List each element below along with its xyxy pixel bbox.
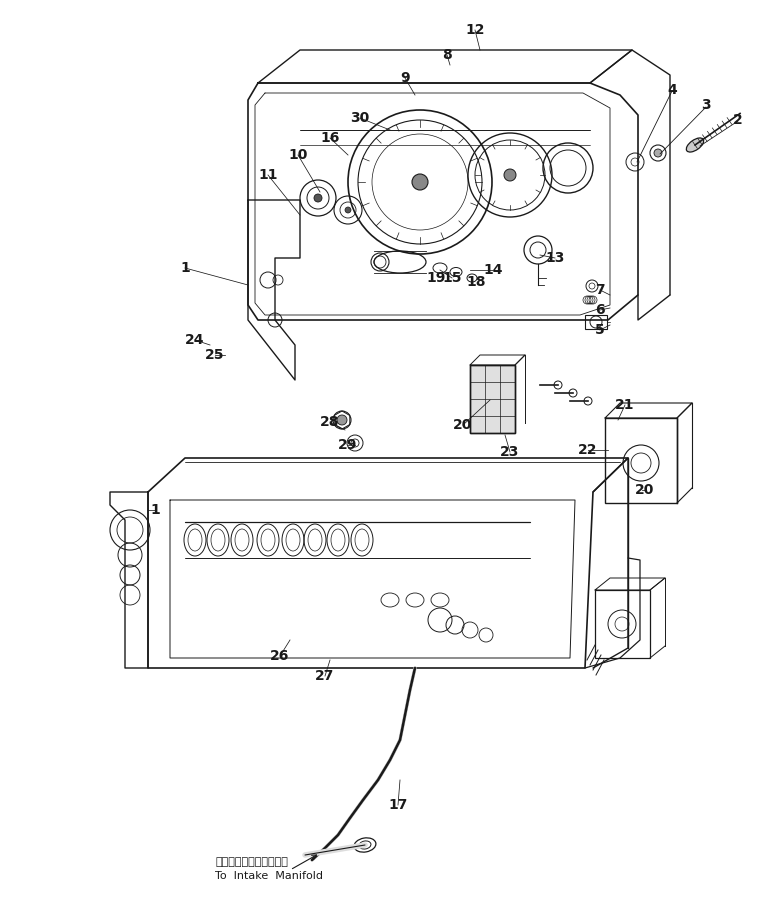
Text: 1: 1 [180, 261, 190, 275]
Text: 20: 20 [453, 418, 473, 432]
Bar [605, 418, 677, 503]
Text: 7: 7 [595, 283, 605, 297]
Text: 19: 19 [427, 271, 446, 285]
Text: 10: 10 [288, 148, 308, 162]
Circle shape [314, 194, 322, 202]
Circle shape [412, 174, 428, 190]
Text: 5: 5 [595, 323, 605, 337]
Text: 24: 24 [185, 333, 205, 347]
Text: 21: 21 [615, 398, 635, 412]
Text: 25: 25 [205, 348, 224, 362]
Text: 6: 6 [595, 303, 605, 317]
Text: 9: 9 [400, 71, 410, 85]
Ellipse shape [686, 138, 704, 152]
Circle shape [504, 169, 516, 181]
Bar [470, 365, 515, 433]
Bar [470, 365, 515, 433]
Text: 2: 2 [733, 113, 743, 127]
Text: 22: 22 [578, 443, 597, 457]
Bar [585, 315, 607, 329]
Text: 3: 3 [701, 98, 711, 112]
Bar [595, 590, 650, 658]
Text: 30: 30 [350, 111, 370, 125]
Text: 11: 11 [258, 168, 278, 182]
Text: 28: 28 [320, 415, 340, 429]
Text: 20: 20 [635, 483, 655, 497]
Text: 27: 27 [316, 669, 335, 683]
Text: インテークマニホールヘ: インテークマニホールヘ [215, 857, 288, 867]
Text: 4: 4 [667, 83, 677, 97]
Text: 8: 8 [442, 48, 452, 62]
Text: To  Intake  Manifold: To Intake Manifold [215, 871, 323, 881]
Circle shape [654, 149, 662, 157]
Text: 23: 23 [500, 445, 519, 459]
Text: 13: 13 [545, 251, 565, 265]
Circle shape [337, 415, 347, 425]
Text: 17: 17 [388, 798, 408, 812]
Text: 26: 26 [270, 649, 290, 663]
Text: 14: 14 [483, 263, 502, 277]
Text: 29: 29 [339, 438, 358, 452]
Text: 12: 12 [465, 23, 485, 37]
Text: 1: 1 [150, 503, 160, 517]
Circle shape [345, 207, 351, 213]
Text: 18: 18 [466, 275, 486, 289]
Text: 15: 15 [442, 271, 462, 285]
Text: 16: 16 [320, 131, 339, 145]
